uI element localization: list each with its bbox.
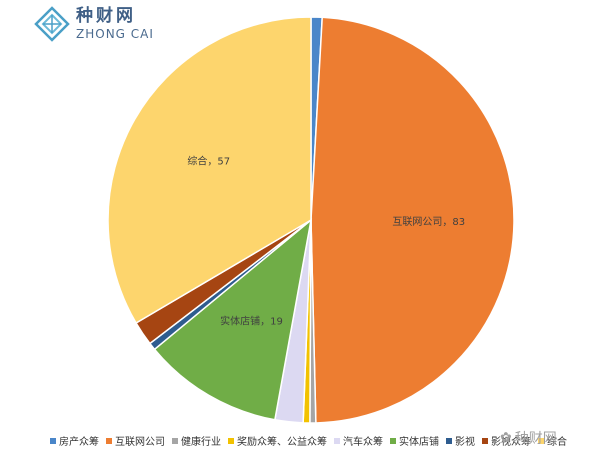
legend-item-6: 影视 [446,433,475,448]
slice-data-label-8: 综合，57 [187,155,230,168]
logo-name-en: ZHONG CAI [76,27,154,41]
legend-item-0: 房产众筹 [50,433,99,448]
chart-legend: 房产众筹 互联网公司 健康行业 奖励众筹、公益众筹 汽车众筹 实体店铺 影视 影视众筹 综合 [50,433,574,448]
legend-label: 影视众筹 [491,437,531,448]
pie-slice-1 [310,16,515,424]
legend-swatch [538,437,544,444]
legend-item-7: 影视众筹 [482,433,531,448]
legend-item-8: 综合 [538,433,567,448]
wechat-icon: ✿ [500,430,512,446]
logo: 种财网 ZHONG CAI [34,6,154,42]
legend-swatch [50,437,56,444]
logo-name-cn: 种财网 [76,6,136,26]
legend-swatch [446,437,452,444]
legend-label: 房产众筹 [59,437,99,448]
slice-data-label-5: 实体店铺，19 [220,315,283,328]
legend-swatch [106,437,112,444]
slice-data-label-1: 互联网公司，83 [392,216,465,228]
legend-item-2: 健康行业 [172,433,221,448]
legend-swatch [228,437,234,444]
pie-slice-5 [153,218,313,421]
legend-swatch [482,437,488,444]
legend-item-1: 互联网公司 [106,433,165,448]
legend-label: 互联网公司 [115,437,165,448]
legend-label: 影视 [455,437,475,448]
legend-label: 实体店铺 [399,437,439,448]
legend-item-4: 汽车众筹 [334,433,383,448]
legend-swatch [334,437,340,444]
diamond-lattice-icon [34,6,70,42]
legend-item-5: 实体店铺 [390,433,439,448]
legend-swatch [390,437,396,444]
legend-label: 健康行业 [181,437,221,448]
watermark: ✿ 种财网 [500,428,557,448]
legend-label: 汽车众筹 [343,437,383,448]
legend-label: 奖励众筹、公益众筹 [237,437,327,448]
legend-swatch [172,437,178,444]
legend-item-3: 奖励众筹、公益众筹 [228,433,327,448]
legend-label: 综合 [547,437,567,448]
pie-slice-8 [107,16,312,325]
watermark-text: 种财网 [514,431,557,447]
